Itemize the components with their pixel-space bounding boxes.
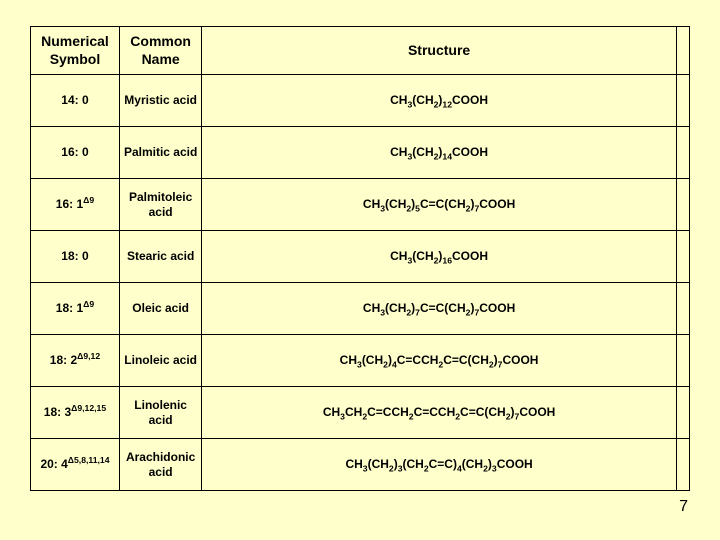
table-row: 16: 1Δ9 Palmitoleic acid CH3(CH2)5C=C(CH… — [31, 179, 690, 231]
header-common-name: Common Name — [119, 27, 201, 75]
cell-blank — [676, 127, 689, 179]
table-row: 18: 3Δ9,12,15 Linolenic acid CH3CH2C=CCH… — [31, 387, 690, 439]
cell-structure: CH3(CH2)7C=C(CH2)7COOH — [202, 283, 676, 335]
cell-blank — [676, 283, 689, 335]
cell-blank — [676, 439, 689, 491]
cell-structure: CH3CH2C=CCH2C=CCH2C=C(CH2)7COOH — [202, 387, 676, 439]
table-row: 18: 1Δ9 Oleic acid CH3(CH2)7C=C(CH2)7COO… — [31, 283, 690, 335]
header-structure: Structure — [202, 27, 676, 75]
cell-name: Palmitoleic acid — [119, 179, 201, 231]
cell-symbol: 18: 0 — [31, 231, 120, 283]
fatty-acid-table-container: Numerical Symbol Common Name Structure 1… — [30, 26, 690, 491]
cell-name: Linoleic acid — [119, 335, 201, 387]
cell-blank — [676, 231, 689, 283]
cell-symbol: 18: 1Δ9 — [31, 283, 120, 335]
cell-symbol: 14: 0 — [31, 75, 120, 127]
cell-name: Stearic acid — [119, 231, 201, 283]
cell-blank — [676, 387, 689, 439]
cell-structure: CH3(CH2)12COOH — [202, 75, 676, 127]
cell-name: Arachidonic acid — [119, 439, 201, 491]
cell-name: Palmitic acid — [119, 127, 201, 179]
cell-structure: CH3(CH2)4C=CCH2C=C(CH2)7COOH — [202, 335, 676, 387]
cell-structure: CH3(CH2)16COOH — [202, 231, 676, 283]
table-row: 14: 0 Myristic acid CH3(CH2)12COOH — [31, 75, 690, 127]
cell-symbol: 18: 2Δ9,12 — [31, 335, 120, 387]
table-header-row: Numerical Symbol Common Name Structure — [31, 27, 690, 75]
table-row: 18: 2Δ9,12 Linoleic acid CH3(CH2)4C=CCH2… — [31, 335, 690, 387]
table-row: 20: 4Δ5,8,11,14 Arachidonic acid CH3(CH2… — [31, 439, 690, 491]
header-numerical-symbol: Numerical Symbol — [31, 27, 120, 75]
table-body: 14: 0 Myristic acid CH3(CH2)12COOH 16: 0… — [31, 75, 690, 491]
cell-symbol: 18: 3Δ9,12,15 — [31, 387, 120, 439]
cell-structure: CH3(CH2)14COOH — [202, 127, 676, 179]
cell-name: Oleic acid — [119, 283, 201, 335]
cell-blank — [676, 335, 689, 387]
cell-name: Myristic acid — [119, 75, 201, 127]
fatty-acid-table: Numerical Symbol Common Name Structure 1… — [30, 26, 690, 491]
cell-structure: CH3(CH2)3(CH2C=C)4(CH2)3COOH — [202, 439, 676, 491]
cell-symbol: 16: 1Δ9 — [31, 179, 120, 231]
cell-name: Linolenic acid — [119, 387, 201, 439]
page-number: 7 — [679, 498, 688, 516]
header-blank — [676, 27, 689, 75]
cell-symbol: 16: 0 — [31, 127, 120, 179]
cell-structure: CH3(CH2)5C=C(CH2)7COOH — [202, 179, 676, 231]
table-row: 18: 0 Stearic acid CH3(CH2)16COOH — [31, 231, 690, 283]
cell-blank — [676, 179, 689, 231]
table-row: 16: 0 Palmitic acid CH3(CH2)14COOH — [31, 127, 690, 179]
cell-symbol: 20: 4Δ5,8,11,14 — [31, 439, 120, 491]
cell-blank — [676, 75, 689, 127]
